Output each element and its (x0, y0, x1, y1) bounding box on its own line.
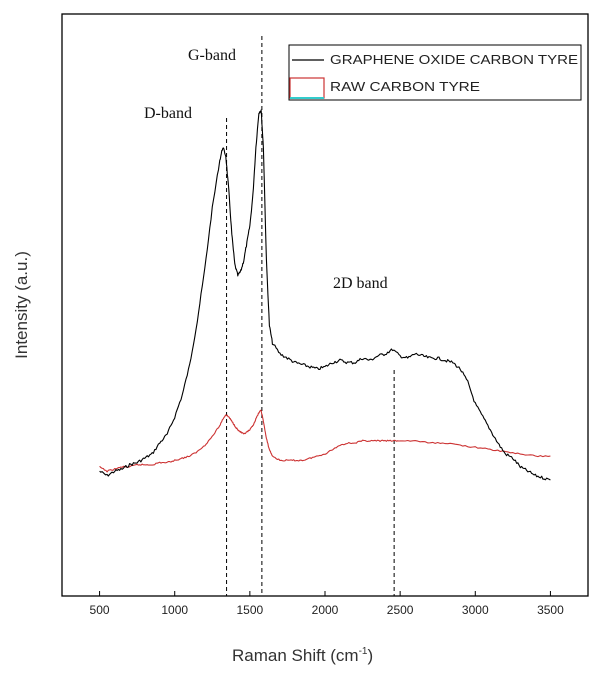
d-band-label: D-band (144, 105, 192, 122)
series-line-raw-carbon (99, 409, 551, 473)
x-tick-label-1500: 1500 (237, 603, 264, 617)
g-band-label: G-band (188, 47, 236, 64)
x-tick-label-3500: 3500 (537, 603, 564, 617)
x-axis-ticks: 500 1000 1500 2000 2500 3000 3500 (90, 591, 564, 617)
series-layer (99, 109, 551, 481)
x-axis-title-sup: -1 (359, 646, 368, 657)
x-axis-title-close: ) (368, 646, 374, 665)
legend-box (288, 44, 582, 101)
plot-frame (61, 13, 589, 597)
x-tick-label-2500: 2500 (387, 603, 414, 617)
y-axis-title: Intensity (a.u.) (12, 251, 31, 359)
x-tick-label-2000: 2000 (312, 603, 339, 617)
x-tick-label-3000: 3000 (462, 603, 489, 617)
x-tick-label-1000: 1000 (161, 603, 188, 617)
2d-band-label: 2D band (333, 275, 388, 292)
legend-label-graphene-oxide: GRAPHENE OXIDE CARBON TYRE (330, 53, 578, 67)
x-axis-title: Raman Shift (cm-1) (232, 646, 373, 665)
x-tick-label-500: 500 (90, 603, 110, 617)
series-line-graphene-oxide (99, 109, 551, 481)
legend-label-raw-carbon: RAW CARBON TYRE (330, 80, 480, 94)
legend: GRAPHENE OXIDE CARBON TYRE RAW CARBON TY… (288, 44, 582, 101)
x-axis-title-main: Raman Shift (cm (232, 646, 359, 665)
